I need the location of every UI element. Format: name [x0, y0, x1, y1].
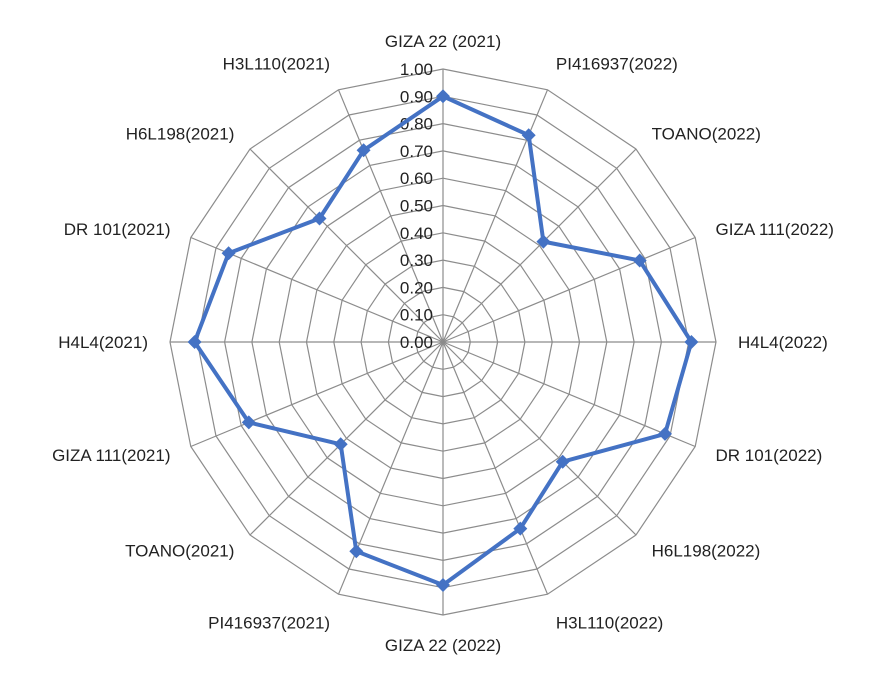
data-point-marker: [349, 544, 364, 559]
spoke-line: [442, 148, 637, 343]
data-point-marker: [312, 211, 327, 226]
series-layer: [187, 89, 699, 592]
category-label: DR 101(2022): [716, 446, 823, 465]
category-label: TOANO(2022): [652, 124, 761, 143]
category-label: PI416937(2021): [208, 614, 330, 633]
data-point-marker: [436, 578, 450, 592]
category-label: PI416937(2022): [556, 55, 678, 74]
category-label: TOANO(2021): [125, 542, 234, 561]
spoke-line: [442, 341, 696, 448]
tick-label: 0.00: [400, 333, 433, 352]
tick-label: 0.30: [400, 251, 433, 270]
data-point-marker: [632, 253, 647, 268]
tick-layer: 0.000.100.200.300.400.500.600.700.800.90…: [400, 60, 433, 352]
category-label: H3L110(2021): [223, 55, 330, 74]
category-label: DR 101(2021): [64, 220, 171, 239]
category-label: GIZA 111(2021): [52, 446, 170, 465]
spoke-line: [442, 341, 549, 595]
category-label: H3L110(2022): [556, 614, 663, 633]
category-label: GIZA 111(2022): [716, 220, 834, 239]
spoke-line: [442, 236, 696, 343]
data-point-marker: [555, 454, 570, 469]
category-label: H6L198(2021): [126, 124, 235, 143]
data-point-marker: [333, 437, 348, 452]
spoke-line: [337, 89, 444, 343]
data-point-marker: [684, 335, 699, 349]
tick-label: 0.10: [400, 306, 433, 325]
data-point-marker: [658, 426, 672, 441]
grid-layer: [169, 68, 717, 616]
category-label: H4L4(2021): [58, 333, 148, 352]
tick-label: 0.60: [400, 169, 433, 188]
tick-label: 0.50: [400, 197, 433, 216]
data-point-marker: [221, 246, 236, 261]
spoke-line: [249, 148, 444, 343]
spoke-line: [337, 341, 444, 595]
spoke-line: [190, 341, 444, 448]
data-point-marker: [436, 89, 450, 104]
tick-label: 0.70: [400, 142, 433, 161]
category-label: GIZA 22 (2021): [385, 32, 501, 51]
category-label: H4L4(2022): [738, 333, 828, 352]
label-layer: GIZA 22 (2021) PI416937(2022) TOANO(2022) G…: [52, 32, 834, 655]
data-point-marker: [513, 521, 528, 536]
data-point-marker: [241, 415, 256, 430]
tick-label: 0.20: [400, 278, 433, 297]
data-point-marker: [356, 143, 371, 158]
tick-label: 1.00: [400, 60, 433, 79]
spoke-line: [442, 89, 549, 343]
category-label: GIZA 22 (2022): [385, 636, 501, 655]
spoke-line: [249, 341, 444, 536]
spoke-line: [442, 341, 637, 536]
data-point-marker: [521, 128, 536, 143]
tick-label: 0.90: [400, 87, 433, 106]
category-label: H6L198(2022): [652, 542, 761, 561]
data-point-marker: [536, 234, 551, 249]
tick-label: 0.40: [400, 224, 433, 243]
data-point-marker: [187, 335, 202, 349]
